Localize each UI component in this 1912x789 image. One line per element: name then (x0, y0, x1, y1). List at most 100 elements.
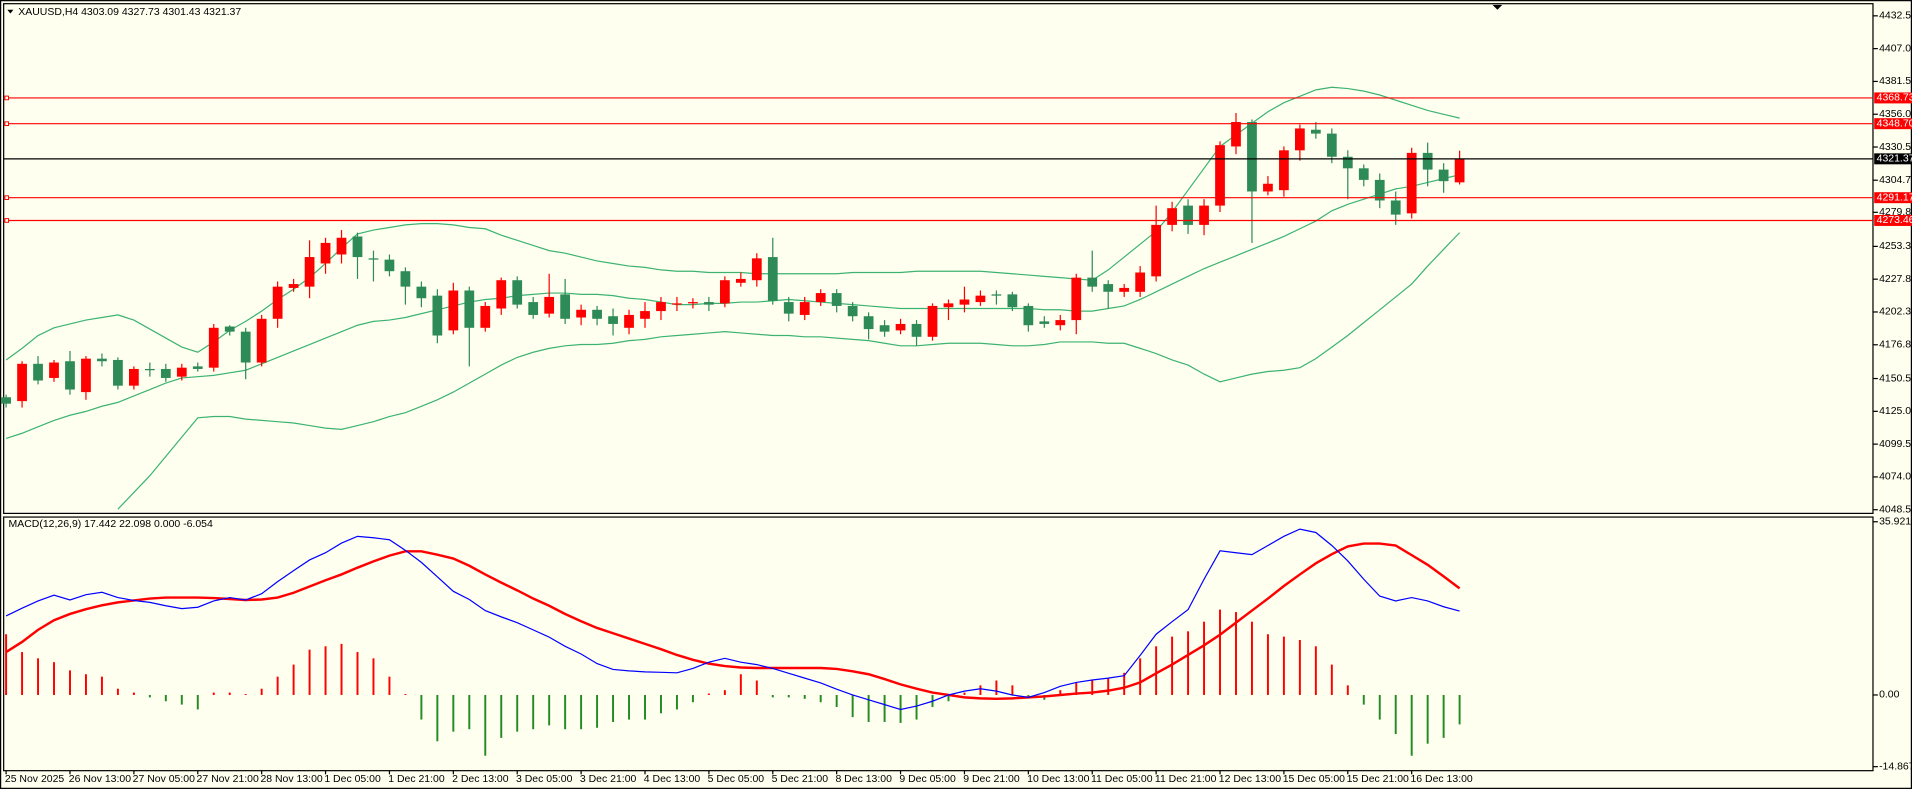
x-tick-label: 28 Nov 13:00 (260, 774, 322, 785)
x-tick-label: 5 Dec 21:00 (772, 774, 829, 785)
menu-arrow (7, 9, 14, 14)
candle-body (1279, 150, 1289, 191)
x-tick-label: 12 Dec 13:00 (1219, 774, 1281, 785)
histogram-bar (691, 694, 694, 703)
y-tick-label: 4150.55 (1879, 373, 1912, 384)
histogram-bar (37, 658, 40, 695)
chart-title: XAUUSD,H4 4303.09 4327.73 4301.43 4321.3… (18, 7, 241, 18)
x-tick-label: 27 Nov 21:00 (197, 774, 259, 785)
histogram-bar (84, 674, 87, 695)
histogram-bar (452, 694, 455, 732)
candle-body (1295, 128, 1305, 151)
candle-body (576, 309, 586, 318)
macd-line (5, 528, 1460, 711)
histogram-bar (500, 694, 503, 738)
candle-body (65, 361, 75, 390)
histogram-bar (963, 692, 966, 695)
band-lower (117, 232, 1461, 510)
candle-body (113, 359, 123, 386)
main-panel (3, 3, 1874, 514)
histogram-bar (739, 674, 742, 695)
candle-body (144, 368, 155, 371)
candle-body (1406, 152, 1417, 214)
histogram-bar (532, 694, 535, 730)
candle-body (1199, 205, 1209, 225)
candle-body (704, 302, 714, 305)
level-label: 4291.17 (1877, 192, 1912, 203)
signal-line (5, 542, 1461, 701)
histogram-bar (1250, 621, 1253, 695)
candle-body (400, 271, 411, 287)
candle-body (288, 284, 299, 288)
candle-body (496, 280, 507, 309)
candle-body (831, 293, 842, 306)
candle-body (1023, 305, 1034, 326)
level-label: 4273.46 (1877, 215, 1912, 226)
histogram-bar (53, 662, 55, 695)
candle-body (512, 280, 523, 305)
histogram-bar (947, 694, 950, 702)
histogram-bar (148, 694, 151, 698)
candle-body (1390, 200, 1401, 215)
y-tick-label: 0.00 (1879, 690, 1900, 701)
x-tick-label: 10 Dec 13:00 (1027, 774, 1089, 785)
histogram-bar (420, 694, 423, 720)
x-tick-label: 4 Dec 13:00 (644, 774, 701, 785)
band-middle (5, 174, 1460, 439)
histogram-bar (1187, 631, 1190, 695)
histogram-bar (851, 694, 854, 718)
price-label: 4321.37 (1877, 154, 1912, 165)
level-tag (1874, 192, 1912, 204)
candle-body (1438, 169, 1449, 182)
candle-body (991, 294, 1002, 296)
histogram-bar (1107, 678, 1110, 695)
candle-body (33, 363, 43, 381)
y-tick-label: 4048.55 (1879, 504, 1912, 515)
histogram-bar (1410, 694, 1413, 756)
histogram-bar (69, 670, 71, 695)
candle-body (224, 326, 235, 332)
histogram-bar (1235, 612, 1237, 695)
candle-body (1454, 158, 1465, 183)
candle-body (272, 286, 283, 319)
candle-body (129, 368, 139, 386)
histogram-bar (132, 692, 135, 695)
histogram-bar (276, 676, 279, 695)
candle-body (560, 294, 571, 319)
candle-body (735, 278, 746, 283)
candle-body (767, 257, 778, 301)
candle-body (1135, 272, 1146, 292)
histogram-bar (803, 694, 806, 699)
y-tick-label: 4074.05 (1879, 472, 1912, 483)
level-tag (1874, 118, 1912, 130)
histogram-bar (228, 692, 231, 695)
histogram-bar (436, 694, 439, 742)
candle-body (959, 299, 970, 305)
histogram-bar (1458, 694, 1461, 725)
x-tick-label: 27 Nov 05:00 (133, 774, 195, 785)
candle-body (815, 293, 826, 303)
candle-body (192, 366, 203, 369)
y-tick-label: 4099.55 (1879, 439, 1912, 450)
candle-body (544, 296, 555, 314)
candle-body (416, 286, 427, 299)
histogram-bar (1282, 636, 1285, 695)
candle-body (1183, 205, 1193, 225)
candle-body (17, 363, 27, 402)
histogram-bar (564, 694, 567, 730)
histogram-bar (995, 680, 998, 695)
candle-body (1039, 321, 1050, 324)
y-tick-label: 4304.75 (1879, 175, 1912, 186)
level-handle (4, 95, 10, 101)
level-handle (4, 195, 10, 200)
candle-body (1151, 224, 1162, 277)
y-tick-label: 4330.55 (1879, 142, 1912, 153)
candle-body (608, 316, 618, 324)
candle-body (927, 305, 938, 337)
candle-body (448, 290, 459, 331)
candle-body (751, 258, 762, 281)
histogram-bar (1219, 609, 1221, 695)
candle-body (1374, 179, 1385, 201)
